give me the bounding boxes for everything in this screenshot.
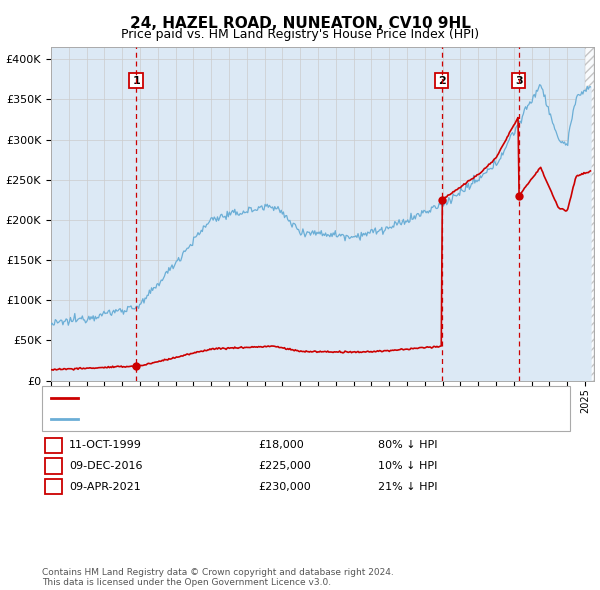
Text: 09-DEC-2016: 09-DEC-2016 [69, 461, 143, 471]
Text: 24, HAZEL ROAD, NUNEATON, CV10 9HL: 24, HAZEL ROAD, NUNEATON, CV10 9HL [130, 16, 470, 31]
Text: £230,000: £230,000 [258, 482, 311, 491]
Text: This data is licensed under the Open Government Licence v3.0.: This data is licensed under the Open Gov… [42, 578, 331, 587]
Text: 3: 3 [515, 76, 523, 86]
Text: Price paid vs. HM Land Registry's House Price Index (HPI): Price paid vs. HM Land Registry's House … [121, 28, 479, 41]
Text: HPI: Average price, detached house, Nuneaton and Bedworth: HPI: Average price, detached house, Nune… [83, 414, 403, 424]
Text: 2: 2 [50, 461, 57, 471]
Text: 1: 1 [50, 441, 57, 450]
Text: Contains HM Land Registry data © Crown copyright and database right 2024.: Contains HM Land Registry data © Crown c… [42, 568, 394, 577]
Text: £18,000: £18,000 [258, 441, 304, 450]
Text: 21% ↓ HPI: 21% ↓ HPI [378, 482, 437, 491]
Text: 2: 2 [438, 76, 445, 86]
Text: 24, HAZEL ROAD, NUNEATON, CV10 9HL (detached house): 24, HAZEL ROAD, NUNEATON, CV10 9HL (deta… [83, 394, 388, 403]
Text: 1: 1 [132, 76, 140, 86]
Text: 11-OCT-1999: 11-OCT-1999 [69, 441, 142, 450]
Text: £225,000: £225,000 [258, 461, 311, 471]
Bar [585, 47, 594, 381]
Text: 80% ↓ HPI: 80% ↓ HPI [378, 441, 437, 450]
Text: 10% ↓ HPI: 10% ↓ HPI [378, 461, 437, 471]
Text: 09-APR-2021: 09-APR-2021 [69, 482, 141, 491]
Text: 3: 3 [50, 482, 57, 491]
